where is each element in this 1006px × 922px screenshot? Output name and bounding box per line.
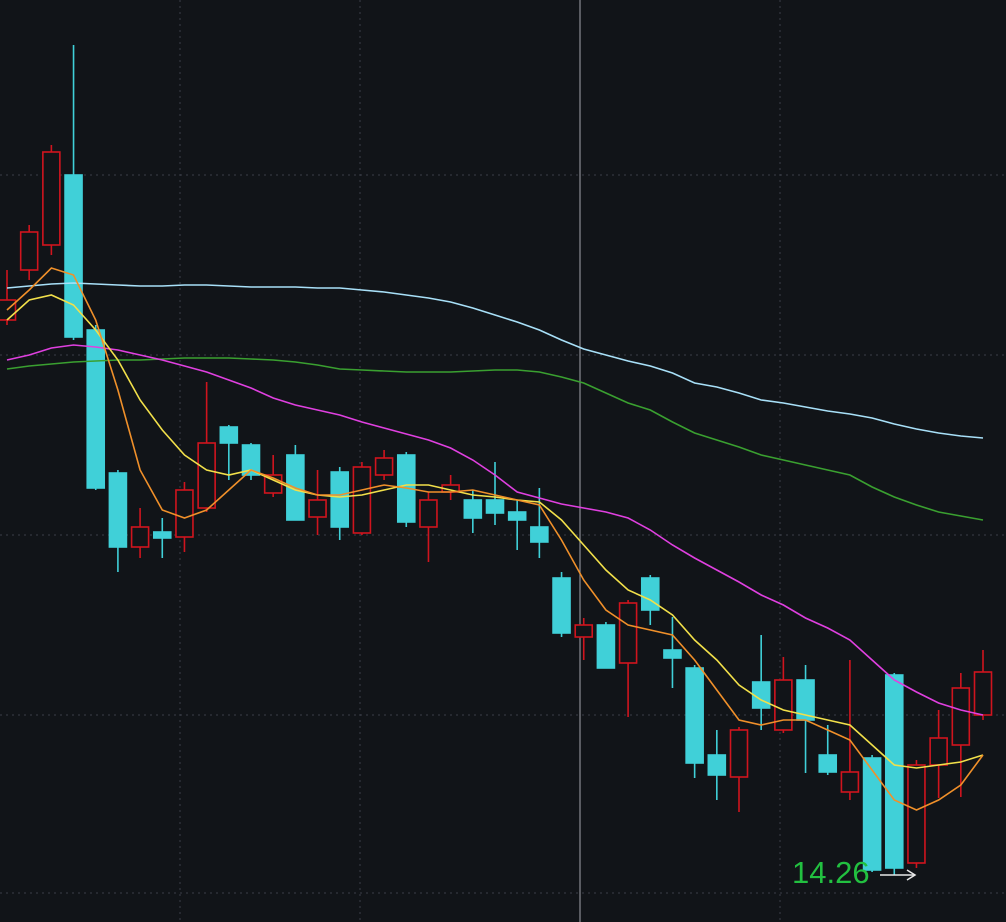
candle-body (552, 577, 571, 634)
candle-body (352, 466, 372, 534)
candle-body (907, 764, 926, 864)
candle-body (663, 649, 682, 659)
candle-body (64, 174, 83, 338)
candle-body (507, 511, 527, 521)
candle-body (640, 577, 660, 611)
candle-body (596, 624, 616, 669)
candle-body (197, 442, 216, 509)
moving-average-line (6, 294, 984, 769)
candle-body (241, 444, 261, 476)
candle-body (862, 757, 882, 871)
candle-body (130, 526, 150, 548)
candle-body (419, 499, 438, 528)
candle-body (485, 499, 505, 514)
moving-average-line (6, 267, 984, 811)
candle-body (818, 754, 838, 773)
candle-body (308, 499, 327, 518)
candle-body (42, 151, 61, 246)
candle-body (219, 426, 239, 444)
candle-body (685, 667, 704, 764)
candle-body (973, 671, 993, 716)
moving-average-line (6, 282, 984, 439)
low-annotation: 14.26 (792, 855, 870, 890)
candle-body (463, 499, 483, 519)
candle-body (707, 754, 727, 776)
candle-body (929, 737, 948, 766)
candle-body (618, 602, 638, 664)
arrow-head (906, 869, 917, 881)
candle-body (574, 624, 594, 638)
candle-body (108, 472, 128, 548)
moving-average-line (6, 357, 984, 521)
candle-body (330, 471, 350, 528)
candle-body (19, 231, 39, 271)
candle-body (530, 526, 549, 543)
candle-body (86, 329, 106, 489)
candle-body (884, 674, 904, 869)
marks (0, 45, 993, 875)
candle-body (175, 489, 194, 538)
candle-body (152, 531, 172, 539)
candle-body (751, 681, 771, 709)
moving-average-line (6, 344, 984, 716)
candle-body (374, 457, 394, 476)
candle-body (774, 679, 793, 731)
candle-body (840, 771, 860, 793)
candle-body (729, 729, 749, 778)
candle-body (951, 687, 971, 746)
